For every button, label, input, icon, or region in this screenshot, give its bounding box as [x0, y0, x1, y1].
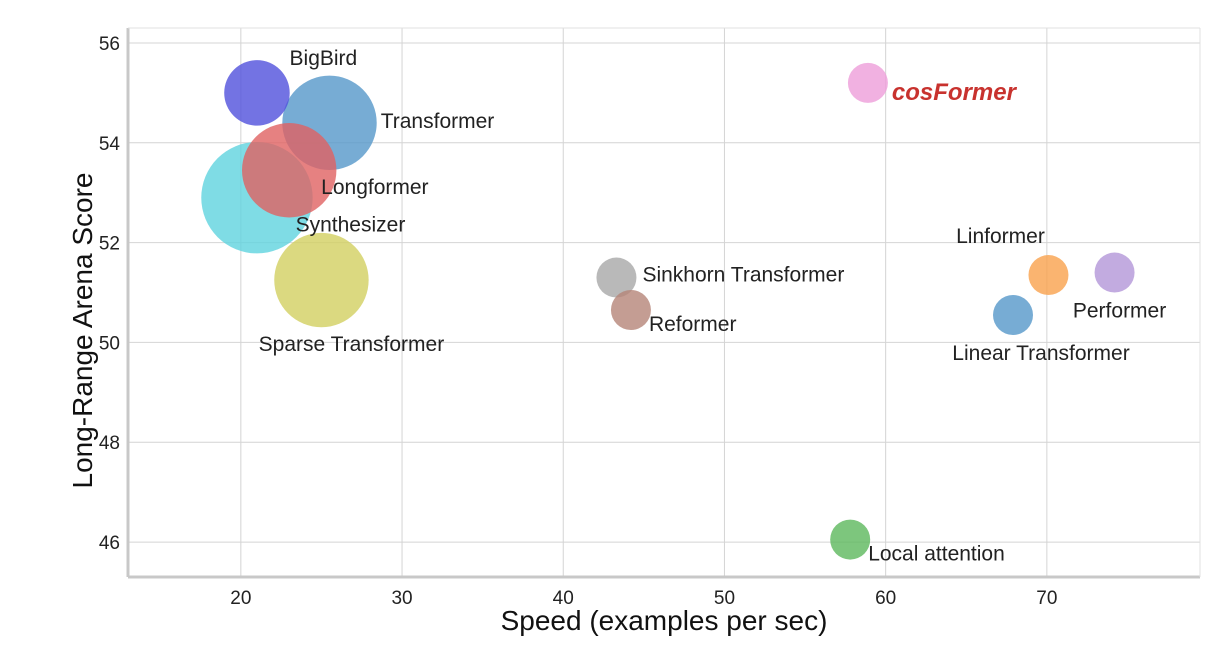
y-tick-label: 52: [99, 234, 120, 255]
point-linformer: [1028, 255, 1069, 296]
label-transformer: Transformer: [381, 110, 495, 133]
label-synthesizer: Synthesizer: [296, 213, 406, 236]
label-linear-transformer: Linear Transformer: [952, 342, 1129, 365]
label-cosformer: cosFormer: [892, 79, 1018, 106]
y-tick-label: 56: [99, 34, 120, 55]
point-reformer: [610, 289, 651, 330]
x-tick-label: 20: [230, 588, 251, 609]
point-bigbird: [224, 60, 290, 126]
y-tick-label: 50: [99, 333, 120, 354]
tick-labels: 20 30 40 50 60 70 46 48 50 52 54 56: [99, 34, 1058, 609]
data-points: [201, 60, 1135, 560]
axes: [126, 27, 1201, 579]
label-bigbird: BigBird: [290, 47, 358, 70]
point-linear-transformer: [993, 294, 1034, 335]
point-sinkhorn-transformer: [596, 257, 637, 298]
label-sinkhorn-transformer: Sinkhorn Transformer: [642, 264, 844, 287]
y-tick-label: 54: [99, 134, 121, 155]
x-tick-label: 30: [391, 588, 412, 609]
y-axis-title: Long-Range Arena Score: [67, 173, 98, 489]
x-tick-label: 60: [875, 588, 896, 609]
y-tick-label: 46: [99, 533, 120, 554]
point-sparse-transformer: [274, 232, 369, 328]
x-axis-title: Speed (examples per sec): [501, 605, 828, 636]
point-longformer: [242, 123, 337, 218]
label-reformer: Reformer: [649, 313, 737, 336]
label-local-attention: Local attention: [868, 543, 1005, 566]
x-tick-label: 50: [714, 588, 735, 609]
y-tick-label: 48: [99, 433, 120, 454]
label-performer: Performer: [1073, 300, 1166, 323]
label-sparse-transformer: Sparse Transformer: [259, 333, 445, 356]
point-performer: [1094, 252, 1135, 293]
point-labels: BigBird Transformer Longformer Synthesizer S…: [259, 47, 1167, 565]
point-cosformer: [847, 62, 888, 103]
point-local-attention: [830, 519, 871, 560]
label-linformer: Linformer: [956, 225, 1045, 248]
label-longformer: Longformer: [321, 176, 428, 199]
x-tick-label: 40: [553, 588, 574, 609]
x-tick-label: 70: [1036, 588, 1057, 609]
